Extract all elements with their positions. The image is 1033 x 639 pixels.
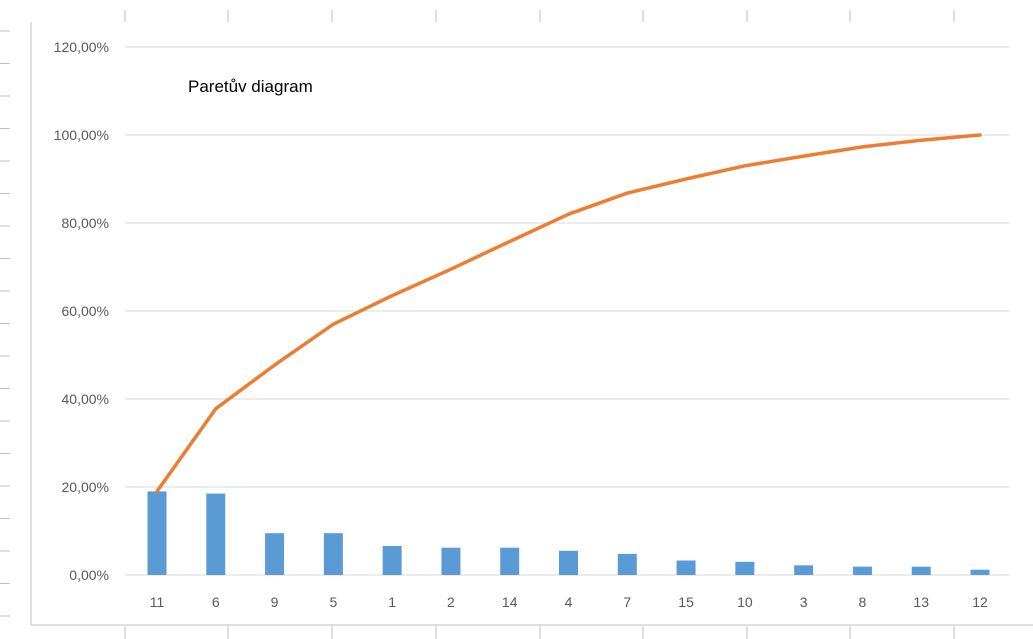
y-tick-label: 100,00% (54, 127, 109, 143)
bar (147, 491, 167, 575)
bar (852, 566, 872, 575)
y-tick-label: 60,00% (62, 303, 109, 319)
bar (559, 550, 578, 575)
bar (970, 569, 990, 575)
x-tick-label: 15 (678, 594, 694, 610)
y-tick-label: 20,00% (62, 479, 109, 495)
bar (500, 547, 520, 575)
x-tick-label: 7 (623, 594, 631, 610)
x-tick-label: 12 (972, 594, 988, 610)
bar (794, 565, 814, 575)
bar (206, 493, 226, 575)
x-tick-label: 10 (737, 594, 753, 610)
y-axis-ticks: 0,00% 20,00% 40,00% 60,00% 80,00% 100,00% 120,… (54, 39, 109, 583)
x-tick-label: 11 (150, 594, 165, 610)
bar (441, 547, 461, 575)
x-tick-label: 3 (800, 594, 808, 610)
bar (911, 566, 931, 575)
x-tick-label: 4 (565, 594, 573, 610)
x-tick-label: 6 (212, 594, 220, 610)
x-axis-ticks: 11 6 9 5 1 2 14 4 7 15 10 3 8 13 12 (150, 594, 988, 610)
x-tick-label: 5 (329, 594, 337, 610)
bar (735, 561, 755, 575)
x-tick-label: 1 (388, 594, 396, 610)
x-tick-label: 9 (271, 594, 279, 610)
y-tick-label: 0,00% (69, 567, 109, 583)
bar (323, 533, 343, 575)
y-tick-label: 120,00% (54, 39, 109, 55)
x-tick-label: 13 (913, 594, 929, 610)
x-tick-label: 14 (502, 594, 518, 610)
bar (382, 545, 402, 575)
cumulative-line (155, 133, 982, 494)
x-tick-label: 8 (859, 594, 867, 610)
bar (676, 560, 696, 575)
bar (617, 553, 637, 575)
bar (265, 533, 285, 575)
chart-title: Paretův diagram (188, 77, 313, 96)
y-tick-label: 40,00% (62, 391, 109, 407)
bar-series (147, 491, 990, 575)
cumulative-line-series (155, 133, 982, 494)
y-tick-label: 80,00% (62, 215, 109, 231)
x-tick-label: 2 (447, 594, 455, 610)
